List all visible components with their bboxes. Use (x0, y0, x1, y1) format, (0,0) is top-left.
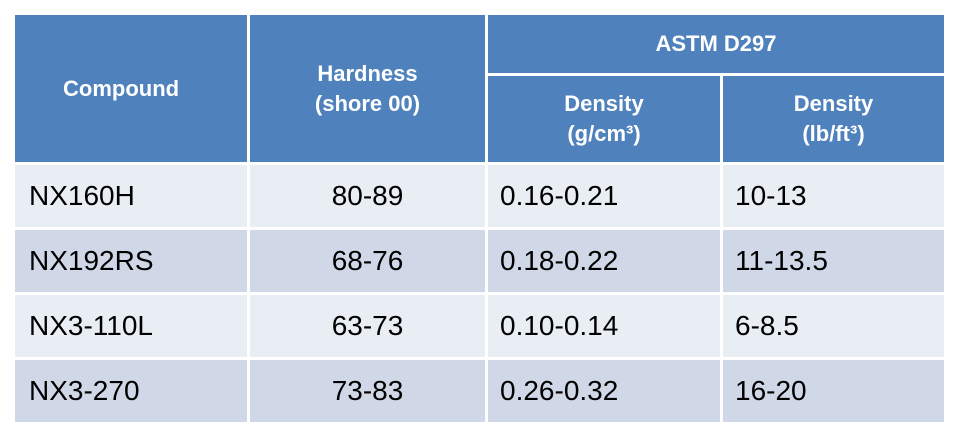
header-row-bottom: Density (g/cm³) Density (lb/ft³) (14, 73, 948, 165)
cell-compound: NX3-270 (12, 357, 250, 425)
cell-hardness: 80-89 (247, 162, 488, 230)
cell-density-g: 0.10-0.14 (485, 292, 723, 360)
cell-hardness: 63-73 (247, 292, 488, 360)
cell-compound: NX3-110L (12, 292, 250, 360)
cell-density-lb: 11-13.5 (719, 227, 948, 295)
cell-hardness: 73-83 (247, 357, 488, 425)
header-compound: Compound (12, 12, 250, 165)
cell-compound: NX192RS (12, 227, 250, 295)
header-density-g: Density (g/cm³) (485, 73, 723, 165)
header-hardness-label: Hardness (317, 60, 418, 86)
cell-density-g: 0.16-0.21 (485, 162, 723, 230)
header-density-lb-unit: (lb/ft³) (802, 121, 865, 146)
cell-density-lb: 16-20 (719, 357, 948, 425)
header-hardness-unit: (shore 00) (314, 90, 421, 116)
header-density-g-label: Density (564, 91, 644, 117)
header-astm-group: ASTM D297 (484, 12, 948, 76)
cell-density-lb: 6-8.5 (719, 292, 948, 360)
cell-density-g: 0.26-0.32 (485, 357, 723, 425)
table-row: NX3-110L 63-73 0.10-0.14 6-8.5 (12, 292, 948, 360)
table-row: NX192RS 68-76 0.18-0.22 11-13.5 (12, 227, 948, 295)
header-hardness: Hardness (shore 00) (247, 12, 488, 165)
cell-density-g: 0.18-0.22 (485, 227, 723, 295)
header-density-g-unit: (g/cm³) (567, 121, 641, 146)
table-row: NX160H 80-89 0.16-0.21 10-13 (12, 162, 948, 230)
properties-table: Compound Hardness (shore 00) ASTM D297 D… (12, 12, 948, 425)
cell-compound: NX160H (12, 162, 250, 230)
header-row-top: Compound Hardness (shore 00) ASTM D297 (12, 12, 948, 165)
header-density-lb-label: Density (793, 91, 874, 117)
table-row: NX3-270 73-83 0.26-0.32 16-20 (12, 357, 948, 425)
header-density-lb: Density (lb/ft³) (719, 73, 948, 165)
properties-table-container: Compound Hardness (shore 00) ASTM D297 D… (12, 12, 948, 430)
cell-density-lb: 10-13 (719, 162, 948, 230)
cell-hardness: 68-76 (247, 227, 488, 295)
